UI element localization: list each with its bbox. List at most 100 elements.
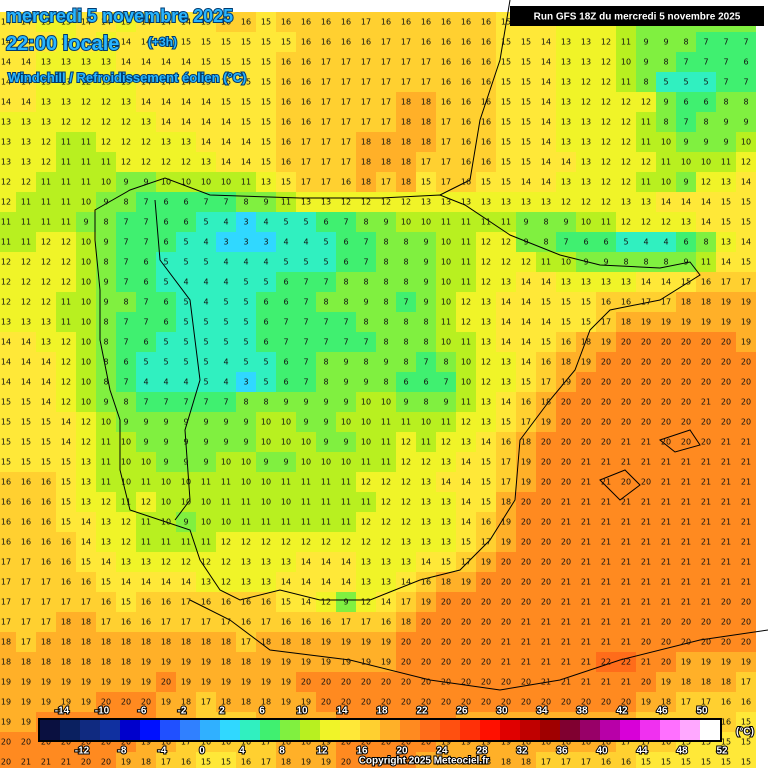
grid-value: 15 [521,78,531,87]
grid-value: 11 [81,178,91,187]
grid-value: 18 [221,638,231,647]
grid-value: 12 [601,38,611,47]
colorbar-cell [620,720,640,740]
grid-value: 10 [261,478,271,487]
grid-value: 20 [481,678,491,687]
field-cell [76,92,96,112]
grid-value: 15 [21,458,31,467]
grid-value: 12 [621,158,631,167]
grid-value: 18 [701,298,711,307]
grid-value: 16 [381,618,391,627]
grid-value: 21 [701,478,711,487]
grid-value: 12 [21,258,31,267]
field-cell [516,212,536,232]
colorbar-label: -10 [95,706,110,717]
grid-value: 20 [721,378,731,387]
grid-value: 5 [303,218,308,227]
grid-value: 16 [301,618,311,627]
field-cell [536,272,556,292]
field-cell [416,92,436,112]
grid-value: 12 [361,598,371,607]
field-cell [456,72,476,92]
grid-value: 21 [601,458,611,467]
grid-value: 3 [243,238,248,247]
field-cell [456,132,476,152]
grid-value: 11 [401,418,411,427]
grid-value: 12 [641,218,651,227]
field-cell [36,72,56,92]
grid-value: 17 [321,178,331,187]
grid-value: 21 [741,458,751,467]
field-cell [416,232,436,252]
run-label: Run GFS 18Z du mercredi 5 novembre 2025 [534,12,741,23]
grid-value: 7 [423,358,428,367]
grid-value: 20 [81,758,91,767]
field-cell [716,172,736,192]
field-cell [156,32,176,52]
grid-value: 12 [101,498,111,507]
grid-value: 12 [601,98,611,107]
grid-value: 15 [561,318,571,327]
grid-value: 17 [161,618,171,627]
grid-value: 13 [201,158,211,167]
field-cell [536,312,556,332]
field-cell [356,212,376,232]
grid-value: 12 [341,538,351,547]
grid-value: 8 [103,258,108,267]
field-cell [96,352,116,372]
grid-value: 14 [541,118,551,127]
field-cell [276,152,296,172]
grid-value: 21 [721,538,731,547]
field-cell [596,252,616,272]
field-cell [476,172,496,192]
grid-value: 17 [641,298,651,307]
field-cell [0,212,16,232]
grid-value: 20 [1,758,11,767]
grid-value: 16 [401,18,411,27]
colorbar-cell [580,720,600,740]
field-cell [536,212,556,232]
grid-value: 20 [641,358,651,367]
field-cell [676,192,696,212]
field-cell [0,72,16,92]
grid-value: 7 [143,318,148,327]
grid-value: 5 [623,238,628,247]
field-cell [496,272,516,292]
field-cell [456,232,476,252]
field-cell [696,92,716,112]
field-cell [576,192,596,212]
grid-value: 11 [601,218,611,227]
grid-value: 14 [541,58,551,67]
grid-value: 9 [343,358,348,367]
field-cell [136,72,156,92]
grid-value: 5 [243,338,248,347]
field-cell [16,332,36,352]
grid-value: 17 [341,78,351,87]
grid-value: 19 [681,318,691,327]
field-cell [536,192,556,212]
grid-value: 17 [61,598,71,607]
grid-value: 7 [303,298,308,307]
grid-value: 8 [383,378,388,387]
field-cell [596,112,616,132]
grid-value: 20 [521,598,531,607]
field-cell [36,252,56,272]
grid-value: 18 [41,658,51,667]
field-cell [436,112,456,132]
grid-value: 8 [403,278,408,287]
grid-value: 10 [81,278,91,287]
field-cell [616,152,636,172]
grid-value: 5 [323,238,328,247]
grid-value: 10 [81,398,91,407]
grid-value: 21 [661,558,671,567]
grid-value: 19 [661,318,671,327]
field-cell [376,152,396,172]
grid-value: 8 [323,358,328,367]
grid-value: 20 [661,358,671,367]
field-cell [476,252,496,272]
grid-value: 10 [461,378,471,387]
grid-value: 11 [101,158,111,167]
grid-value: 17 [401,78,411,87]
field-cell [36,92,56,112]
grid-value: 19 [501,538,511,547]
